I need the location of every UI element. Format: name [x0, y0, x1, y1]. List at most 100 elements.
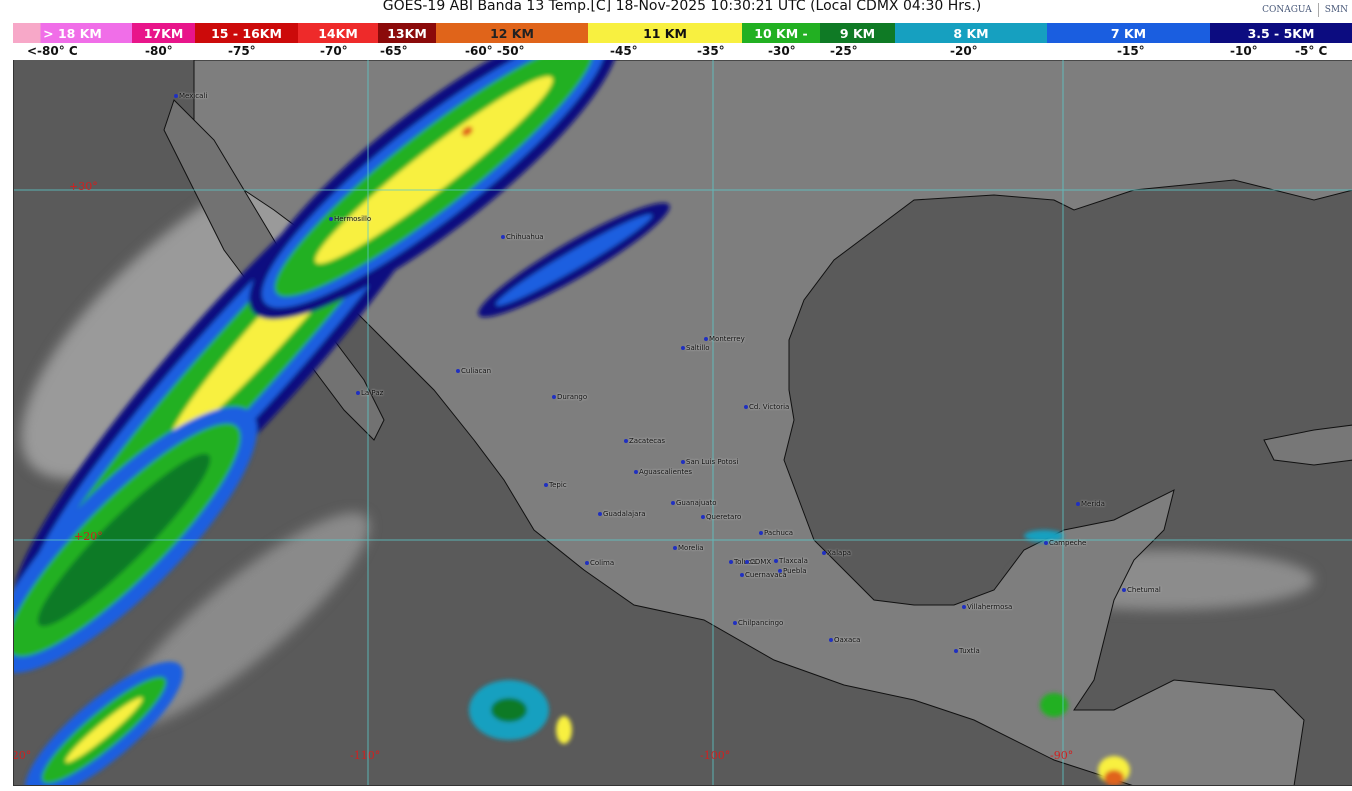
- city-name: Tuxtla: [959, 647, 980, 655]
- city-dot-icon: [552, 395, 556, 399]
- legend-band: 9 KM: [820, 23, 895, 43]
- temperature-label: -35°: [697, 44, 725, 58]
- city-name: Villahermosa: [967, 603, 1013, 611]
- lon-label-120: -120°: [13, 749, 32, 762]
- city-name: Guanajuato: [676, 499, 717, 507]
- city-dot-icon: [778, 569, 782, 573]
- city-dot-icon: [733, 621, 737, 625]
- city-marker: Mexicali: [174, 92, 207, 100]
- city-dot-icon: [962, 605, 966, 609]
- legend-band: 10 KM -: [742, 23, 820, 43]
- map-imagery: [14, 60, 1352, 785]
- city-name: Zacatecas: [629, 437, 666, 445]
- city-dot-icon: [544, 483, 548, 487]
- temperature-label: -5° C: [1295, 44, 1328, 58]
- city-dot-icon: [634, 470, 638, 474]
- city-name: Tepic: [549, 481, 567, 489]
- city-name: Aguascalientes: [639, 468, 693, 476]
- lon-label-100: -100°: [700, 749, 731, 762]
- city-dot-icon: [681, 460, 685, 464]
- city-marker: Chetumal: [1122, 586, 1161, 594]
- city-name: Hermosillo: [334, 215, 372, 223]
- city-marker: Merida: [1076, 500, 1105, 508]
- city-dot-icon: [759, 531, 763, 535]
- city-dot-icon: [585, 561, 589, 565]
- city-marker: Tepic: [544, 481, 567, 489]
- temperature-label: -15°: [1117, 44, 1145, 58]
- city-dot-icon: [745, 560, 749, 564]
- city-dot-icon: [954, 649, 958, 653]
- city-marker: Villahermosa: [962, 603, 1012, 611]
- logo-divider: [1317, 3, 1319, 17]
- city-marker: La Paz: [356, 389, 383, 397]
- temperature-label: -65°: [380, 44, 408, 58]
- legend-band: 14KM: [298, 23, 378, 43]
- temperature-label: -70°: [320, 44, 348, 58]
- city-marker: Xalapa: [822, 549, 851, 557]
- lon-label-110: -110°: [350, 749, 381, 762]
- city-dot-icon: [174, 94, 178, 98]
- temperature-label: <-80° C: [27, 44, 78, 58]
- color-scale-legend: > 18 KM 17KM 15 - 16KM 14KM 13KM 12 KM 11 KM 10…: [13, 23, 1352, 43]
- city-name: Mexicali: [179, 92, 208, 100]
- city-marker: Monterrey: [704, 335, 745, 343]
- city-dot-icon: [774, 559, 778, 563]
- legend-band: 12 KM: [436, 23, 588, 43]
- city-name: Culiacan: [461, 367, 492, 375]
- image-title: GOES-19 ABI Banda 13 Temp.[C] 18-Nov-202…: [0, 0, 1352, 14]
- lon-label-90: -90°: [1050, 749, 1074, 762]
- city-marker: Zacatecas: [624, 437, 665, 445]
- city-dot-icon: [501, 235, 505, 239]
- temperature-label: -45°: [610, 44, 638, 58]
- city-marker: Aguascalientes: [634, 468, 692, 476]
- city-marker: Colima: [585, 559, 614, 567]
- city-name: Chihuahua: [506, 233, 544, 241]
- legend-band: 15 - 16KM: [195, 23, 298, 43]
- city-marker: CDMX: [745, 558, 771, 566]
- city-dot-icon: [456, 369, 460, 373]
- city-name: Cuernavaca: [745, 571, 787, 579]
- temperature-label: -30°: [768, 44, 796, 58]
- city-name: Saltillo: [686, 344, 710, 352]
- city-name: Pachuca: [764, 529, 794, 537]
- city-marker: Durango: [552, 393, 587, 401]
- city-marker: Hermosillo: [329, 215, 371, 223]
- legend-band: 3.5 - 5KM: [1210, 23, 1352, 43]
- city-dot-icon: [704, 337, 708, 341]
- city-name: La Paz: [361, 389, 384, 397]
- city-name: San Luis Potosi: [686, 458, 739, 466]
- city-name: Campeche: [1049, 539, 1087, 547]
- temperature-label: -75°: [228, 44, 256, 58]
- legend-band: > 18 KM: [13, 23, 132, 43]
- city-marker: Chilpancingo: [733, 619, 783, 627]
- city-name: Oaxaca: [834, 636, 861, 644]
- city-marker: Puebla: [778, 567, 807, 575]
- city-name: Guadalajara: [603, 510, 646, 518]
- city-marker: Saltillo: [681, 344, 710, 352]
- satellite-map: +30° +20° -120° -110° -100° -90° Mexical…: [13, 60, 1352, 786]
- city-name: Morelia: [678, 544, 704, 552]
- lat-lon-gridlines: [14, 60, 1352, 785]
- city-name: Cd. Victoria: [749, 403, 790, 411]
- city-name: Chilpancingo: [738, 619, 784, 627]
- city-dot-icon: [356, 391, 360, 395]
- city-dot-icon: [740, 573, 744, 577]
- city-dot-icon: [744, 405, 748, 409]
- city-name: Durango: [557, 393, 588, 401]
- city-marker: Pachuca: [759, 529, 793, 537]
- city-marker: Oaxaca: [829, 636, 860, 644]
- legend-band: 8 KM: [895, 23, 1047, 43]
- city-marker: Morelia: [673, 544, 704, 552]
- city-name: Merida: [1081, 500, 1105, 508]
- city-dot-icon: [681, 346, 685, 350]
- city-name: Monterrey: [709, 335, 745, 343]
- temperature-label: -25°: [830, 44, 858, 58]
- temperature-label: -10°: [1230, 44, 1258, 58]
- legend-band: 11 KM: [588, 23, 742, 43]
- city-name: Toluca: [734, 558, 756, 566]
- legend-band: 17KM: [132, 23, 195, 43]
- city-name: Chetumal: [1127, 586, 1161, 594]
- city-dot-icon: [673, 546, 677, 550]
- city-marker: Tlaxcala: [774, 557, 808, 565]
- city-name: Tlaxcala: [779, 557, 808, 565]
